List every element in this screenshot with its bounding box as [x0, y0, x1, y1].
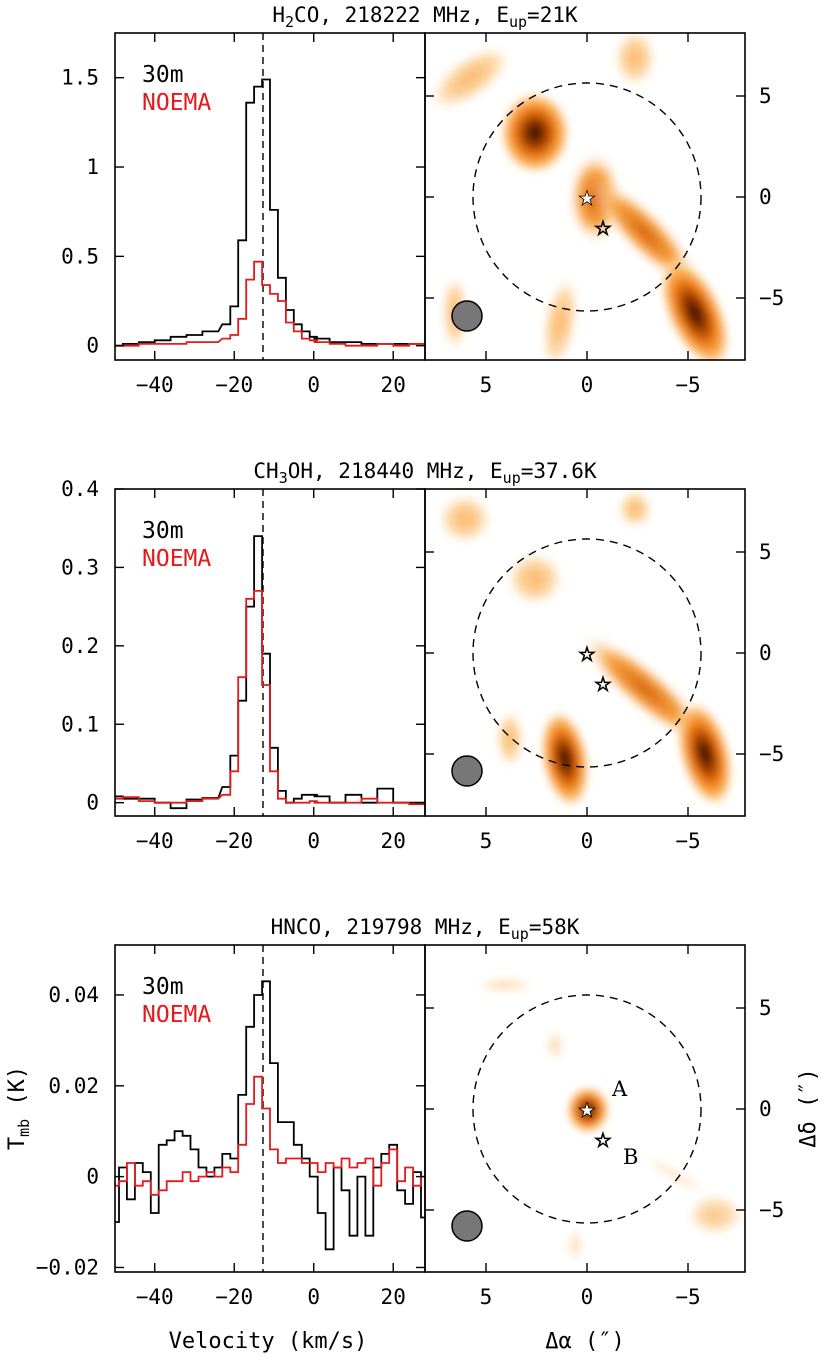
- title-hnco: HNCO, 219798 MHz, Eup=58K: [271, 915, 580, 943]
- ytick-label: 1: [86, 155, 99, 179]
- row-h2co: H2CO, 218222 MHz, Eup=21K −40 −20 0 20 0 0.5 1…: [61, 3, 784, 397]
- map-xtick-label: 0: [581, 373, 594, 397]
- row-hnco: HNCO, 219798 MHz, Eup=58K −40 −20 0 20 −0.02…: [5, 915, 821, 1354]
- map-xtick-label: −5: [675, 1285, 700, 1309]
- xtick-label: 0: [307, 373, 320, 397]
- legend-30m-ch3oh: 30m: [142, 518, 184, 544]
- source-b-star-hnco: ☆: [594, 1128, 612, 1152]
- series-noema-h2co: [115, 260, 425, 347]
- source-a-star-hnco: ★: [578, 1098, 596, 1122]
- ytick-label: −0.02: [36, 1255, 99, 1279]
- title-h2co: H2CO, 218222 MHz, Eup=21K: [272, 3, 578, 31]
- source-a-label: A: [611, 1077, 628, 1101]
- legend-noema-hnco: NOEMA: [142, 1002, 211, 1028]
- fov-circle-ch3oh: [472, 538, 702, 768]
- xtick-label: 20: [381, 829, 406, 853]
- map-ytick-label: 5: [759, 996, 772, 1020]
- ytick-label: 0.1: [61, 712, 99, 736]
- ytick-label: 0.5: [61, 244, 99, 268]
- xtick-label: 20: [381, 1285, 406, 1309]
- source-b-star-ch3oh: ☆: [594, 672, 612, 696]
- xtick-label: 0: [307, 829, 320, 853]
- spectrum-panel-ch3oh: −40 −20 0 20 0 0.1 0.2 0.3 0.4 30m NOEMA: [61, 477, 426, 853]
- series-30m-h2co: [115, 78, 425, 347]
- map-panel-ch3oh: ☆ ☆ 5 0 −5 5 0 −5: [424, 488, 784, 853]
- source-a-star-ch3oh: ☆: [578, 642, 596, 666]
- ylabel-tmb: Tmb (K): [5, 1066, 33, 1150]
- map-xtick-label: 0: [581, 829, 594, 853]
- fov-circle-h2co: [472, 82, 702, 312]
- map-ytick-label: −5: [759, 1198, 784, 1222]
- map-panel-h2co: ★ ☆ 5 0 −5 5 0 −5: [424, 32, 784, 397]
- xtick-label: 20: [381, 373, 406, 397]
- series-noema-ch3oh: [115, 590, 425, 806]
- map-ytick-label: 5: [759, 84, 772, 108]
- beam-ch3oh: [451, 755, 483, 787]
- ytick-label: 1.5: [61, 66, 99, 90]
- ytick-label: 0.02: [48, 1074, 99, 1098]
- legend-30m-hnco: 30m: [142, 974, 184, 1000]
- ytick-label: 0.4: [61, 477, 99, 501]
- xlabel-velocity: Velocity (km/s): [169, 1329, 368, 1354]
- spectrum-panel-h2co: −40 −20 0 20 0 0.5 1 1.5 30m NOEMA: [61, 32, 426, 397]
- fov-circle-hnco: [472, 994, 702, 1224]
- xtick-label: −20: [215, 829, 253, 853]
- beam-h2co: [451, 300, 483, 332]
- series-30m-ch3oh: [115, 535, 425, 810]
- map-xtick-label: −5: [675, 373, 700, 397]
- map-ytick-label: 5: [759, 540, 772, 564]
- map-xtick-label: 5: [480, 1285, 493, 1309]
- ytick-label: 0: [86, 1165, 99, 1189]
- ytick-label: 0.3: [61, 555, 99, 579]
- map-ytick-label: −5: [759, 742, 784, 766]
- series-noema-hnco: [115, 1075, 425, 1196]
- ytick-label: 0: [86, 334, 99, 358]
- xtick-label: −40: [136, 1285, 174, 1309]
- xtick-label: −20: [215, 1285, 253, 1309]
- map-ytick-label: 0: [759, 1097, 772, 1121]
- xtick-label: −20: [215, 373, 253, 397]
- source-b-label: B: [623, 1145, 638, 1169]
- map-xtick-label: 5: [480, 829, 493, 853]
- xtick-label: 0: [307, 1285, 320, 1309]
- map-ytick-label: 0: [759, 185, 772, 209]
- xtick-label: −40: [136, 373, 174, 397]
- ytick-label: 0: [86, 791, 99, 815]
- map-xtick-label: 5: [480, 373, 493, 397]
- ytick-label: 0.2: [61, 634, 99, 658]
- legend-noema-ch3oh: NOEMA: [142, 546, 211, 572]
- title-ch3oh: CH3OH, 218440 MHz, Eup=37.6K: [253, 459, 597, 487]
- xtick-label: −40: [136, 829, 174, 853]
- map-ytick-label: −5: [759, 286, 784, 310]
- map-ytick-label: 0: [759, 641, 772, 665]
- source-b-star-h2co: ☆: [594, 216, 612, 240]
- legend-30m-h2co: 30m: [142, 62, 184, 88]
- source-a-star-h2co: ★: [578, 186, 596, 210]
- ytick-label: 0.04: [48, 983, 99, 1007]
- map-xtick-label: 0: [581, 1285, 594, 1309]
- legend-noema-h2co: NOEMA: [142, 90, 211, 116]
- beam-hnco: [451, 1210, 483, 1242]
- row-ch3oh: CH3OH, 218440 MHz, Eup=37.6K −40 −20 0 20 0 0…: [61, 459, 784, 853]
- spectrum-panel-hnco: −40 −20 0 20 −0.02 0 0.02 0.04 30m NOEMA Veloci…: [5, 944, 426, 1354]
- xlabel-delta-alpha: Δα (″): [545, 1329, 624, 1354]
- ylabel-delta-delta: Δδ (″): [796, 1068, 821, 1147]
- map-xtick-label: −5: [675, 829, 700, 853]
- map-panel-hnco: ★ ☆ A B 5 0 −5 5 0 −5 Δα (″) Δδ (″): [424, 944, 821, 1354]
